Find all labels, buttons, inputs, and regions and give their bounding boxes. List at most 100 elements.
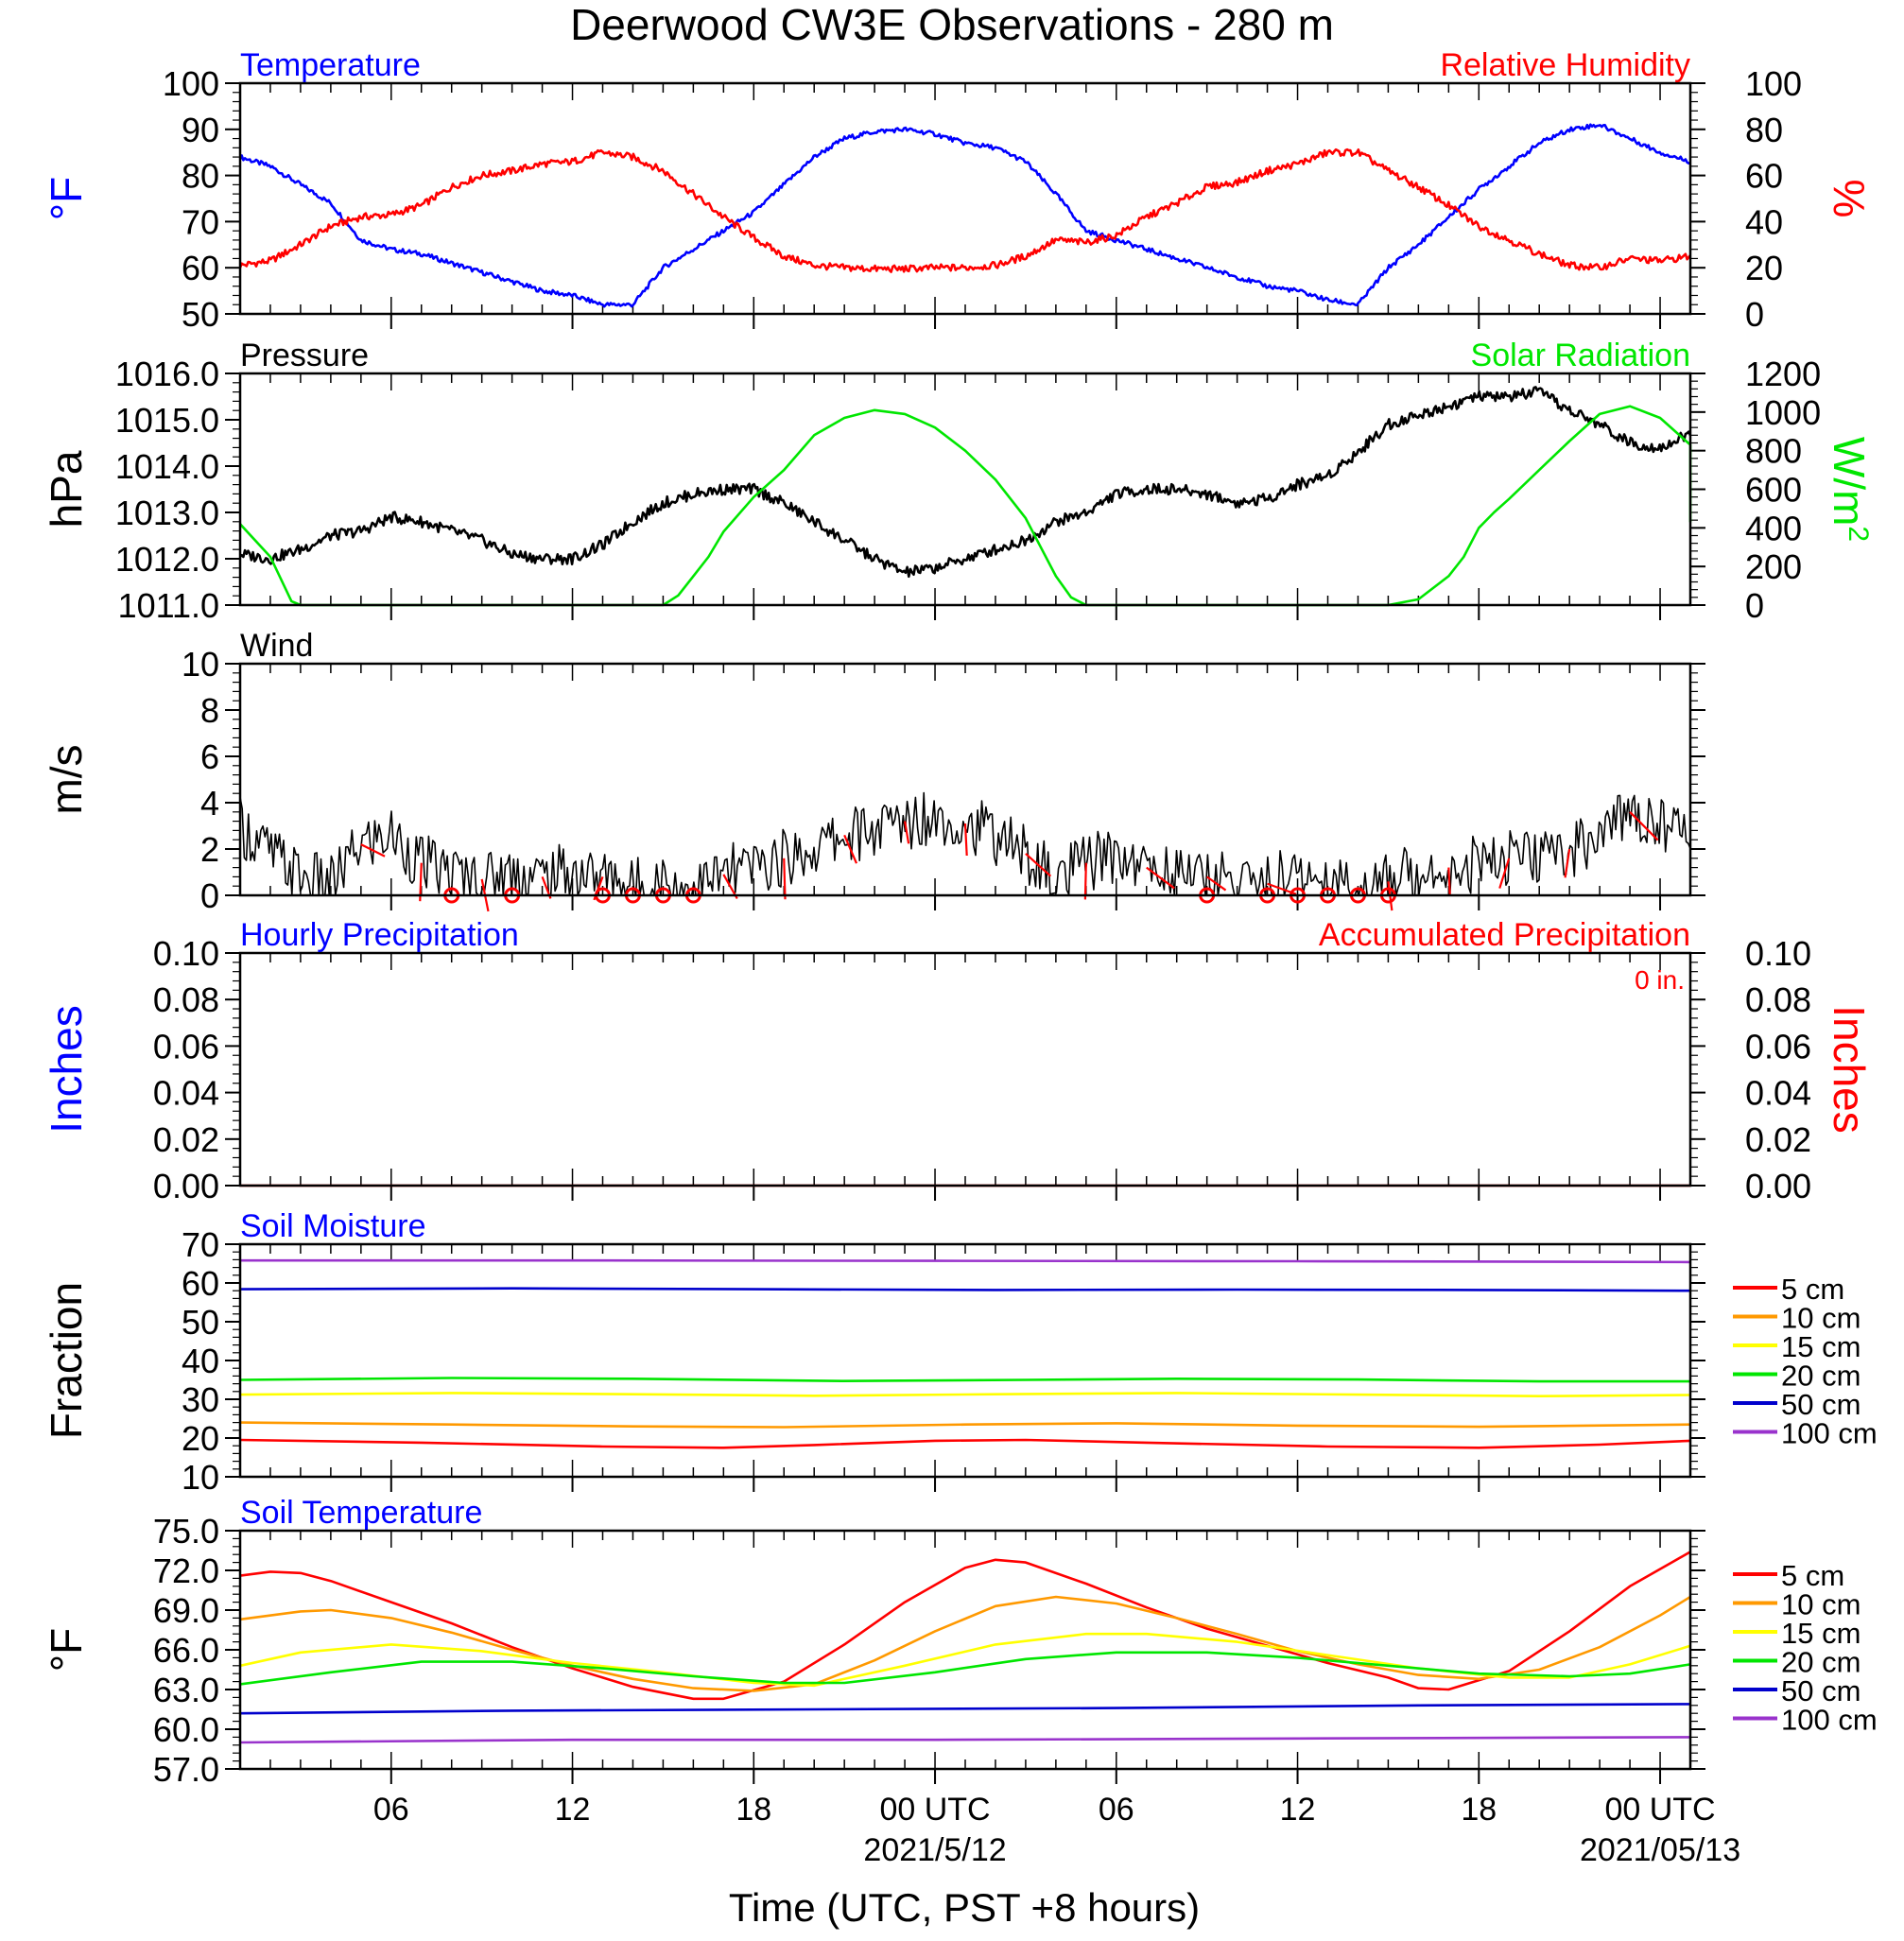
- y-tick-label-left: 90: [182, 111, 219, 149]
- x-tick-label: 18: [736, 1792, 771, 1828]
- y-tick-label-right: 0.10: [1745, 934, 1811, 973]
- y-axis-label-left: Fraction: [42, 1282, 91, 1439]
- y-tick-label-right: 0.04: [1745, 1074, 1811, 1113]
- panel-temperature_rh: 50 60 70 80 90 100 0 20 40 60 80 100 Temperature Rela…: [42, 47, 1874, 334]
- x-tick-label: 00 UTC: [1604, 1792, 1715, 1828]
- x-tick-label: 06: [373, 1792, 409, 1828]
- y-axis-label-left: m/s: [42, 744, 91, 814]
- wind-barb: [963, 823, 968, 857]
- y-tick-label-left: 1011.0: [118, 586, 219, 625]
- legend-label: 50 cm: [1781, 1388, 1861, 1421]
- wind-barb: [903, 821, 910, 844]
- series-line-5-cm: [239, 1551, 1691, 1701]
- panel-wind: 0 2 4 6 8 10 Wind m/s: [42, 628, 1705, 915]
- panel-soil_temperature: 57.060.063.066.069.072.075.0 Soil Tempera…: [42, 1495, 1878, 1789]
- y-tick-label-left: 60.0: [153, 1710, 219, 1749]
- y-tick-label-right: 400: [1745, 509, 1802, 547]
- y-tick-label-right: 800: [1745, 432, 1802, 471]
- y-axis-label-right: Inches: [1825, 1005, 1874, 1134]
- wind-barb: [1025, 853, 1052, 877]
- x-tick-label: 12: [1280, 1792, 1316, 1828]
- y-tick-label-right: 60: [1745, 157, 1783, 196]
- legend-label: 5 cm: [1781, 1559, 1844, 1592]
- y-tick-label-right: 0.08: [1745, 980, 1811, 1019]
- panel-title-left: Soil Temperature: [240, 1495, 482, 1531]
- y-tick-label-left: 10: [182, 645, 219, 684]
- series-line-50-cm: [239, 1703, 1691, 1715]
- series-line-5-cm: [239, 1438, 1691, 1449]
- y-tick-label-left: 60: [182, 249, 219, 287]
- wind-barb: [783, 858, 787, 900]
- y-tick-label-left: 50: [182, 1303, 219, 1342]
- y-tick-label-left: 57.0: [153, 1750, 219, 1789]
- y-tick-label-right: 80: [1745, 111, 1783, 149]
- y-tick-label-left: 0.02: [153, 1120, 219, 1159]
- y-tick-label-right: 0: [1745, 586, 1764, 625]
- y-axis-label-left: °F: [42, 177, 91, 221]
- y-tick-label-left: 75.0: [153, 1512, 219, 1551]
- y-tick-label-left: 70: [182, 202, 219, 241]
- y-tick-label-left: 100: [163, 64, 219, 103]
- x-tick-label: 12: [555, 1792, 591, 1828]
- legend-label: 10 cm: [1781, 1588, 1861, 1621]
- y-tick-label-right: 1200: [1745, 355, 1821, 393]
- legend-label: 100 cm: [1781, 1417, 1878, 1450]
- y-tick-label-left: 66.0: [153, 1631, 219, 1670]
- legend-label: 20 cm: [1781, 1646, 1861, 1679]
- panel-title-right: Solar Radiation: [1471, 338, 1690, 373]
- y-tick-label-left: 0: [200, 876, 219, 915]
- y-tick-label-right: 0: [1745, 295, 1764, 334]
- y-tick-label-left: 2: [200, 830, 219, 869]
- series-line-100-cm: [240, 1258, 1691, 1264]
- wind-barb: [1146, 866, 1175, 890]
- y-tick-label-left: 4: [200, 784, 219, 823]
- y-tick-label-left: 0.04: [153, 1074, 219, 1113]
- series-line-10-cm: [239, 1595, 1691, 1692]
- y-axis-label-right-text: %: [1825, 180, 1874, 218]
- y-axis-label-right-text: Inches: [1825, 1005, 1874, 1134]
- panel-title-left: Pressure: [240, 338, 369, 373]
- y-tick-label-right: 20: [1745, 249, 1783, 287]
- y-tick-label-right: 0.02: [1745, 1120, 1811, 1159]
- y-axis-label-right: W/m2: [1825, 437, 1874, 542]
- x-tick-label: 18: [1461, 1792, 1497, 1828]
- y-tick-label-left: 70: [182, 1225, 219, 1264]
- panel-title-left: Temperature: [240, 47, 421, 83]
- y-tick-label-left: 1012.0: [115, 540, 219, 579]
- y-axis-label-right-superscript: 2: [1843, 526, 1874, 542]
- y-tick-label-right: 0.00: [1745, 1167, 1811, 1205]
- legend-label: 10 cm: [1781, 1302, 1861, 1335]
- y-tick-label-left: 0.06: [153, 1027, 219, 1066]
- x-tick-date-label: 2021/05/13: [1580, 1832, 1740, 1868]
- y-tick-label-left: 0.00: [153, 1167, 219, 1205]
- panel-precipitation: 0.00 0.02 0.04 0.06 0.08 0.10 0.00 0.02 0.04 0.06…: [42, 917, 1874, 1205]
- y-tick-label-right: 200: [1745, 547, 1802, 586]
- panel-frame: [238, 951, 1692, 1187]
- y-axis-label-left: hPa: [42, 450, 91, 528]
- y-axis-label-right: %: [1825, 180, 1874, 218]
- x-tick-label: 06: [1099, 1792, 1134, 1828]
- series-line-15-cm: [239, 1632, 1691, 1688]
- wind-barb: [1083, 862, 1087, 900]
- y-tick-label-left: 72.0: [153, 1551, 219, 1590]
- wind-barb: [1498, 858, 1511, 889]
- y-tick-label-left: 0.08: [153, 980, 219, 1019]
- y-tick-label-right: 600: [1745, 471, 1802, 510]
- panel-title-right: Relative Humidity: [1440, 47, 1690, 83]
- wind-barb: [360, 843, 386, 858]
- y-axis-label-right-text: W/m: [1825, 437, 1874, 527]
- y-tick-label-right: 100: [1745, 64, 1802, 103]
- panel-pressure_solar: 1011.0 1012.0 1013.0 1014.0 1015.0 1016.0 0200…: [42, 338, 1874, 625]
- series-line-15-cm: [239, 1392, 1691, 1397]
- series-line-temperature: [238, 123, 1691, 308]
- series-line-20-cm: [239, 1377, 1690, 1383]
- y-tick-label-left: 10: [182, 1458, 219, 1497]
- y-tick-label-left: 0.10: [153, 934, 219, 973]
- legend-label: 100 cm: [1781, 1704, 1878, 1737]
- y-tick-label-left: 1014.0: [115, 447, 219, 486]
